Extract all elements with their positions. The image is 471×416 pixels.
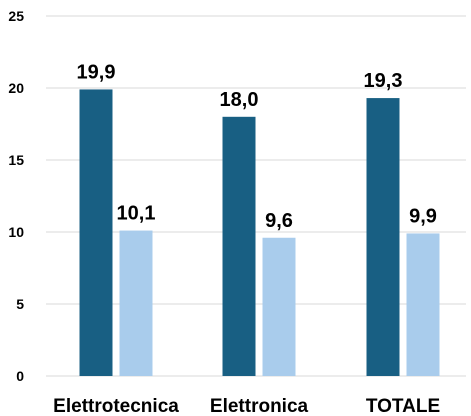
y-tick-label: 0: [16, 368, 24, 384]
y-axis-ticks: 0 5 10 15 20 25: [8, 8, 24, 384]
bars: [79, 89, 440, 377]
data-labels: 19,9 18,0 19,3 10,1 9,6 9,9: [77, 61, 437, 231]
data-label: 10,1: [117, 203, 156, 225]
category-label: Elettronica: [210, 396, 309, 416]
bar-totale-series-1: [366, 98, 400, 376]
bar-elettronica-series-1: [222, 116, 256, 377]
bar-elettrotecnica-series-2: [119, 230, 153, 376]
bar-totale-series-2: [406, 233, 440, 376]
bar-elettrotecnica-series-1: [79, 89, 113, 376]
data-label: 9,6: [265, 210, 293, 232]
bar-elettronica-series-2: [262, 237, 296, 376]
data-label: 19,9: [77, 61, 116, 83]
category-label: TOTALE: [366, 396, 440, 416]
data-label: 18,0: [220, 89, 259, 111]
y-tick-label: 15: [8, 152, 24, 168]
y-tick-label: 5: [16, 296, 24, 312]
y-tick-label: 20: [8, 80, 24, 96]
data-label: 9,9: [409, 205, 437, 227]
y-tick-label: 10: [8, 224, 24, 240]
category-labels: Elettrotecnica Elettronica TOTALE: [53, 396, 440, 416]
category-label: Elettrotecnica: [53, 396, 179, 416]
y-tick-label: 25: [8, 8, 24, 24]
data-label: 19,3: [364, 70, 403, 92]
